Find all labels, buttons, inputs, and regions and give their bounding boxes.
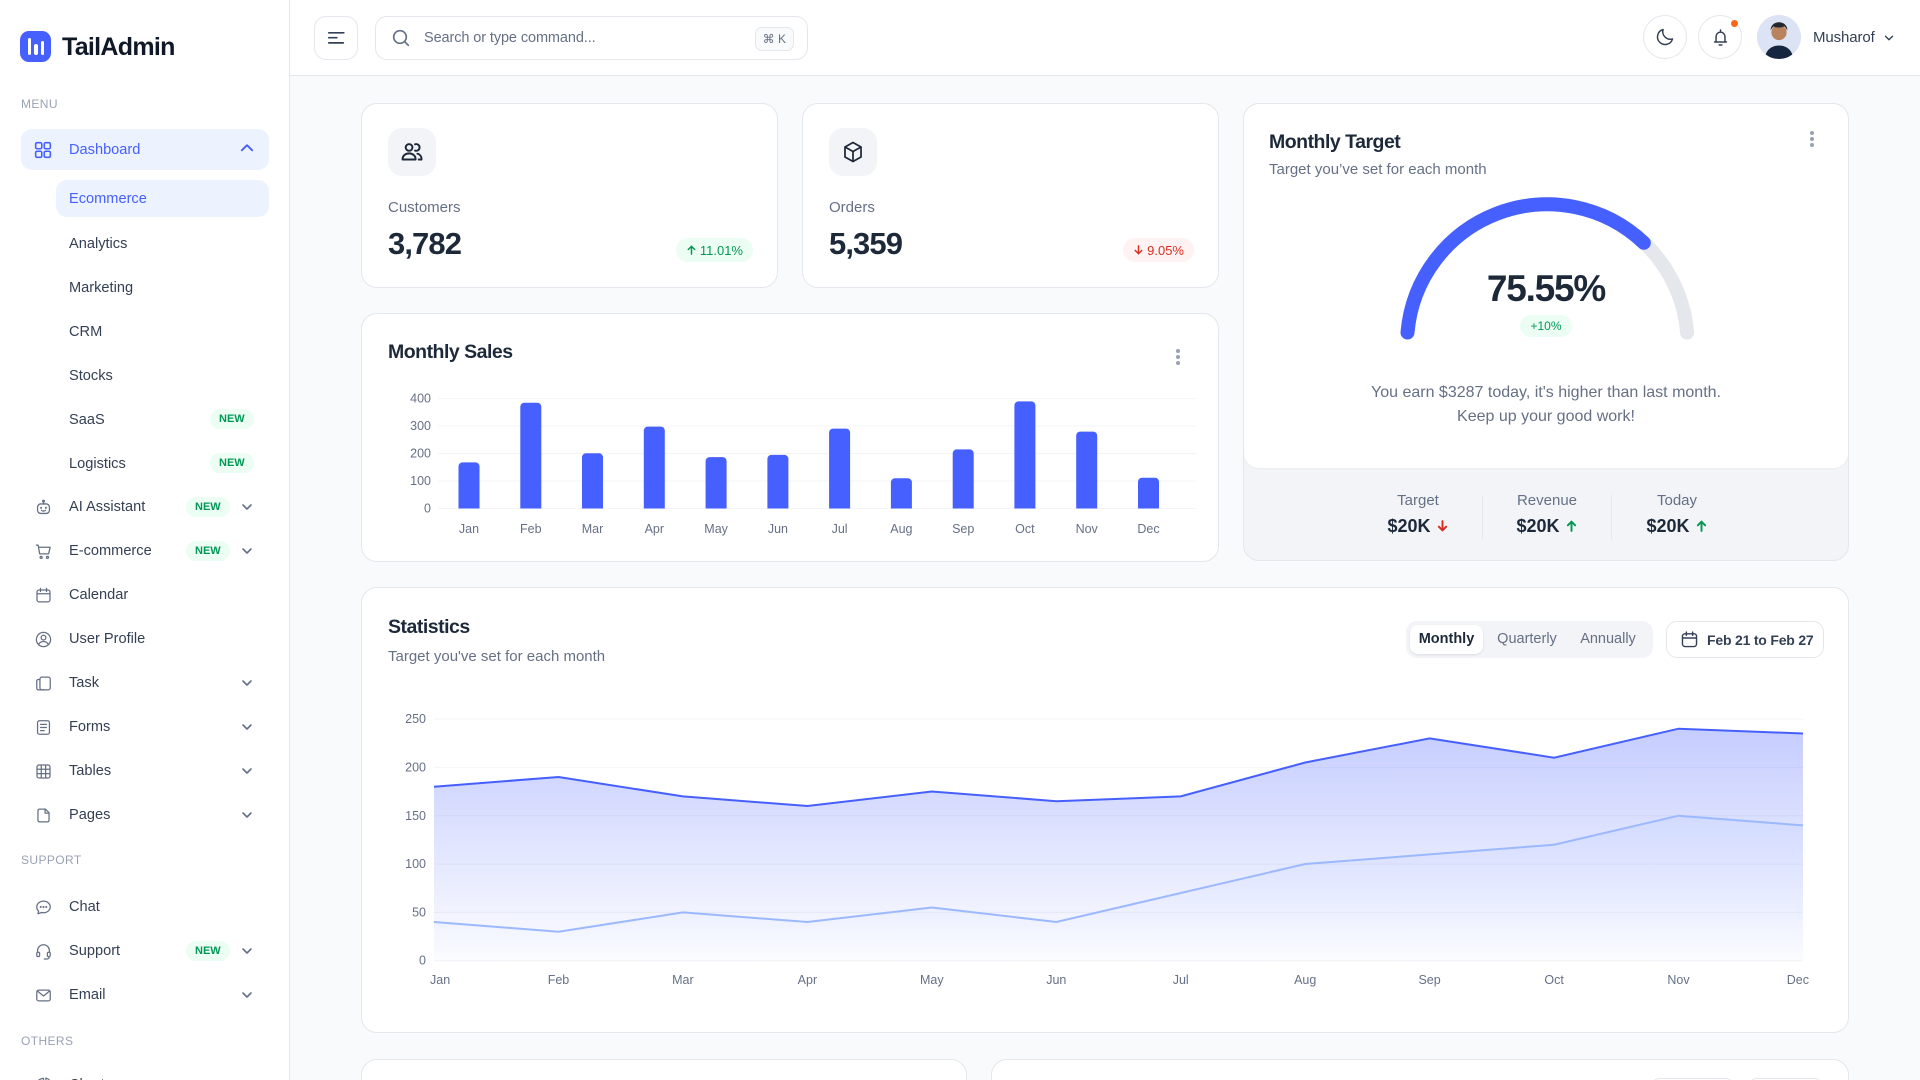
svg-text:100: 100 bbox=[405, 857, 426, 871]
svg-text:250: 250 bbox=[405, 712, 426, 726]
svg-text:Dec: Dec bbox=[1137, 522, 1159, 536]
svg-text:Sep: Sep bbox=[952, 522, 974, 536]
svg-text:Apr: Apr bbox=[645, 522, 664, 536]
svg-text:Jul: Jul bbox=[832, 522, 848, 536]
svg-text:Aug: Aug bbox=[1294, 973, 1316, 987]
svg-text:Feb: Feb bbox=[548, 973, 570, 987]
svg-text:Feb: Feb bbox=[520, 522, 542, 536]
svg-text:Jun: Jun bbox=[768, 522, 788, 536]
svg-text:Jan: Jan bbox=[430, 973, 450, 987]
svg-text:Oct: Oct bbox=[1544, 973, 1564, 987]
svg-text:0: 0 bbox=[419, 954, 426, 968]
svg-text:Jul: Jul bbox=[1173, 973, 1189, 987]
svg-text:Nov: Nov bbox=[1076, 522, 1099, 536]
svg-text:Oct: Oct bbox=[1015, 522, 1035, 536]
svg-text:300: 300 bbox=[410, 419, 431, 433]
svg-text:100: 100 bbox=[410, 474, 431, 488]
svg-text:50: 50 bbox=[412, 905, 426, 919]
svg-text:Apr: Apr bbox=[798, 973, 817, 987]
svg-text:Mar: Mar bbox=[582, 522, 604, 536]
svg-text:Jun: Jun bbox=[1046, 973, 1066, 987]
svg-text:150: 150 bbox=[405, 809, 426, 823]
svg-text:Jan: Jan bbox=[459, 522, 479, 536]
svg-text:Dec: Dec bbox=[1787, 973, 1809, 987]
svg-text:Mar: Mar bbox=[672, 973, 694, 987]
svg-text:400: 400 bbox=[410, 392, 431, 406]
svg-text:May: May bbox=[920, 973, 944, 987]
svg-text:Nov: Nov bbox=[1667, 973, 1690, 987]
svg-text:Aug: Aug bbox=[890, 522, 912, 536]
svg-text:Sep: Sep bbox=[1418, 973, 1440, 987]
svg-text:May: May bbox=[704, 522, 728, 536]
svg-text:200: 200 bbox=[410, 447, 431, 461]
svg-text:0: 0 bbox=[424, 502, 431, 516]
svg-text:200: 200 bbox=[405, 760, 426, 774]
